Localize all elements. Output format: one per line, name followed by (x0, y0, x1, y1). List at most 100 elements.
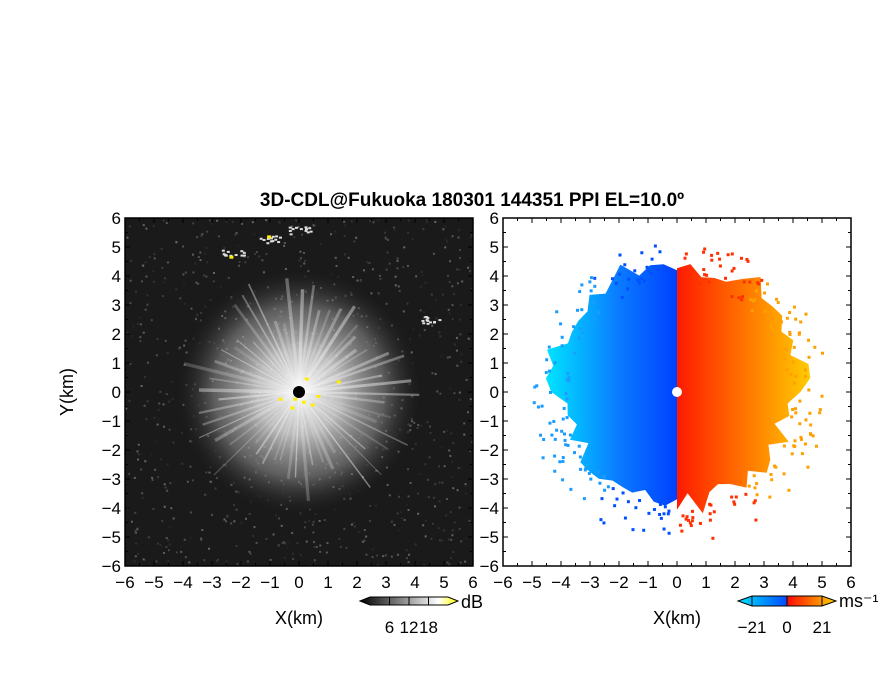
echo-ray (297, 289, 305, 393)
x-tick-label: 2 (352, 573, 361, 592)
echo-cluster-cell (289, 233, 293, 236)
noise-speck (178, 346, 181, 349)
noise-speck (424, 535, 427, 538)
noise-speck (432, 252, 435, 255)
intensity-ylabel: Y(km) (57, 368, 77, 416)
y-tick-label: −1 (480, 412, 499, 431)
noise-speck (125, 407, 128, 410)
velocity-ticks: −6 6 −5 5 −4 4 −3 3 −2 2 −1 1 0 0 1 −1 2 −2 3 −3 4 −4 5 −5 6 −6 (480, 209, 856, 592)
noise-speck (452, 442, 455, 445)
velocity-edge-cell (773, 464, 777, 468)
echo-ray (298, 354, 405, 394)
noise-speck (456, 489, 459, 492)
noise-speck (439, 392, 442, 395)
echo-cluster-cell (269, 237, 273, 240)
noise-speck (156, 337, 159, 340)
velocity-edge-cell (776, 300, 780, 304)
noise-speck (374, 504, 377, 507)
noise-speck (206, 230, 209, 233)
velocity-edge-cell (808, 411, 812, 415)
noise-speck (448, 449, 451, 452)
noise-speck (284, 542, 287, 545)
velocity-colorbar-label: 21 (813, 618, 832, 637)
velocity-edge-cell (788, 332, 792, 336)
noise-speck (188, 561, 191, 564)
velocity-edge-cell (565, 378, 569, 382)
noise-speck (435, 317, 438, 320)
velocity-edge-cell (686, 518, 690, 522)
noise-speck (460, 353, 463, 356)
noise-speck (209, 299, 212, 302)
noise-speck (416, 426, 419, 429)
velocity-edge-cell (799, 437, 803, 441)
noise-speck (237, 244, 240, 247)
echo-ray (236, 339, 300, 393)
noise-speck (129, 302, 132, 305)
noise-speck (143, 558, 146, 561)
noise-speck (291, 532, 294, 535)
noise-speck (145, 418, 148, 421)
noise-speck (139, 316, 142, 319)
velocity-edge-cell (580, 283, 584, 287)
noise-speck (449, 557, 452, 560)
velocity-edge-cell (555, 310, 559, 314)
noise-speck (299, 250, 302, 253)
echo-ray (297, 310, 321, 393)
noise-speck (162, 403, 165, 406)
noise-speck (368, 261, 371, 264)
noise-speck (209, 480, 212, 483)
noise-speck (422, 524, 425, 527)
noise-speck (446, 356, 449, 359)
noise-speck (376, 564, 379, 566)
velocity-edge-cell (640, 251, 644, 255)
noise-speck (457, 467, 460, 470)
noise-speck (301, 233, 304, 236)
velocity-edge-cell (770, 327, 774, 331)
velocity-edge-cell (618, 272, 622, 276)
noise-speck (258, 255, 261, 258)
noise-speck (423, 329, 426, 332)
noise-speck (458, 318, 461, 321)
noise-speck (253, 526, 256, 529)
noise-speck (444, 238, 447, 241)
velocity-edge-cell (533, 385, 537, 389)
noise-speck (296, 542, 299, 545)
velocity-edge-cell (703, 273, 707, 277)
echo-ray (213, 391, 300, 476)
noise-speck (361, 540, 364, 543)
velocity-edge-cell (544, 371, 548, 375)
velocity-edge-cell (620, 295, 624, 299)
intensity-colorbar-ticks: 6 12 18 (385, 597, 438, 637)
noise-speck (421, 273, 424, 276)
echo-ray (198, 390, 300, 415)
noise-speck (293, 236, 296, 239)
noise-speck (450, 475, 453, 478)
x-tick-label: 3 (759, 573, 768, 592)
noise-speck (468, 270, 471, 273)
intensity-colorbar-label: 12 (400, 618, 419, 637)
noise-speck (141, 492, 144, 495)
noise-speck (409, 481, 412, 484)
velocity-edge-cell (702, 250, 706, 254)
noise-speck (454, 343, 457, 346)
noise-speck (390, 520, 393, 523)
noise-speck (234, 233, 237, 236)
echo-ray (273, 320, 301, 393)
noise-speck (438, 481, 441, 484)
noise-speck (205, 275, 208, 278)
echo-ray (214, 390, 300, 443)
noise-speck (466, 411, 469, 414)
noise-speck (158, 402, 161, 405)
velocity-edge-cell (547, 345, 551, 349)
noise-speck (303, 259, 306, 262)
noise-speck (392, 226, 395, 229)
noise-speck (253, 252, 256, 255)
noise-speck (384, 236, 387, 239)
noise-speck (225, 520, 228, 523)
echo-cluster-cell (269, 240, 273, 243)
noise-speck (384, 554, 387, 557)
noise-speck (243, 255, 246, 258)
echo-cluster-cell (299, 228, 303, 231)
noise-speck (232, 504, 235, 507)
noise-speck (204, 305, 207, 308)
